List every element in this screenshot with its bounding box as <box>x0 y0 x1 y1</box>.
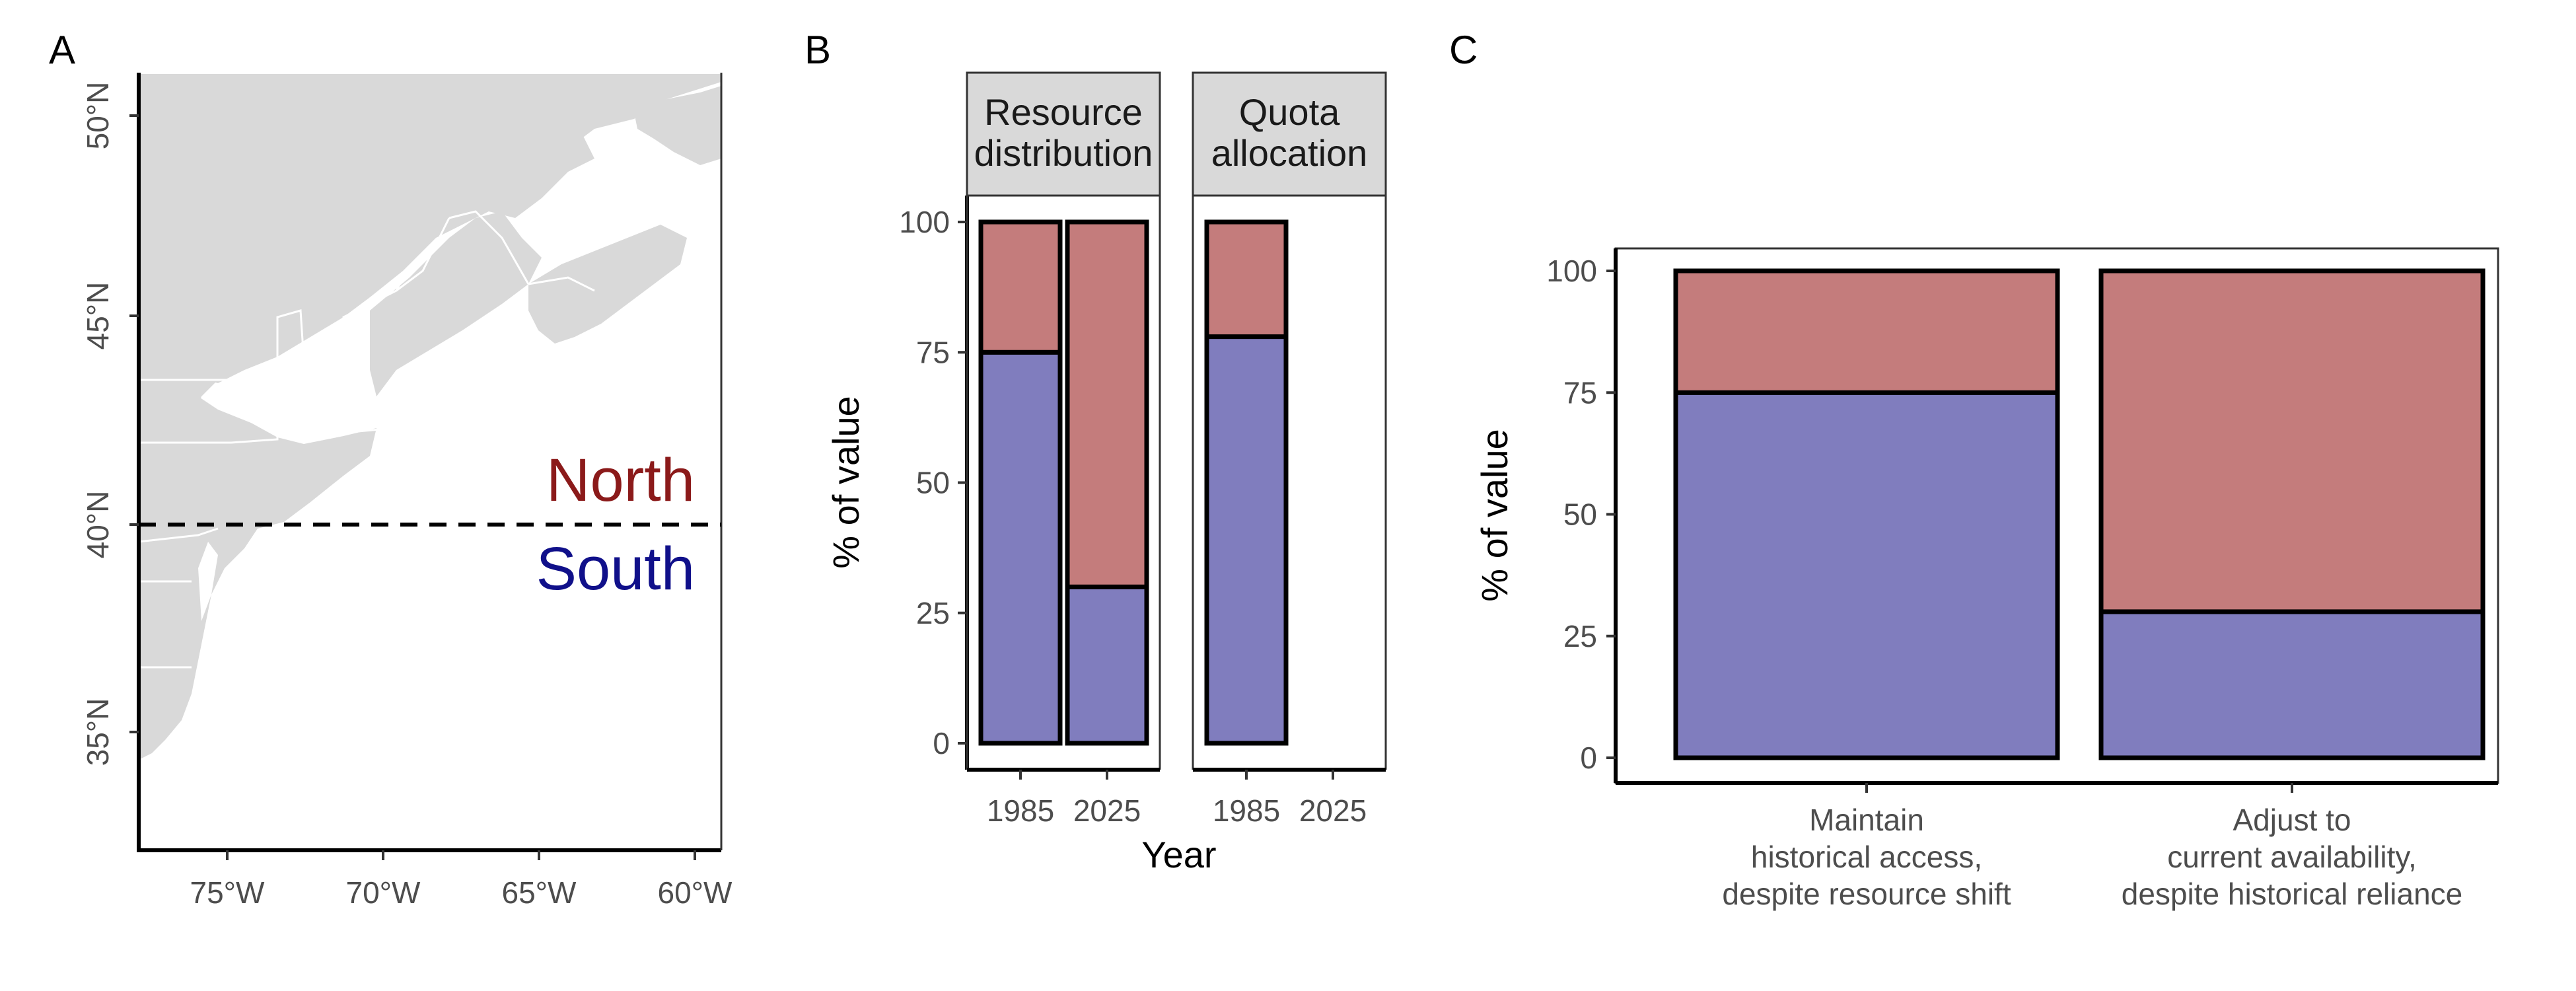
panel-b-bar-north <box>1204 219 1289 340</box>
panel-c-x-tick-label: Adjust to <box>2233 803 2351 837</box>
map-landmass-north <box>139 74 594 383</box>
panel-b-y-axis-title: % of value <box>825 396 867 569</box>
panel-b-bar-north <box>978 219 1063 355</box>
map-lat-tick-label: 35°N <box>81 698 115 766</box>
panel-c-y-axis-title: % of value <box>1474 429 1515 602</box>
panel-b-x-tick-label: 1985 <box>1213 793 1280 828</box>
panel-b-bar-south <box>1204 334 1289 746</box>
panel-a: A <box>49 28 733 910</box>
panel-b-facet-strip <box>966 71 1161 197</box>
panel-b-x-tick-label: 2025 <box>1073 793 1141 828</box>
map-water-chesapeake <box>198 542 218 621</box>
panel-c-y-tick-label: 25 <box>1563 619 1597 653</box>
panel-c-x-tick-label: Maintain <box>1809 803 1924 837</box>
map-lon-tick-label: 60°W <box>658 875 733 910</box>
panel-c-x-tick-label: despite historical reliance <box>2122 877 2463 911</box>
panel-c-y-tick-label: 75 <box>1563 375 1597 410</box>
panel-b-x-axis-title: Year <box>1141 834 1216 875</box>
panel-b-facet-label: Quota <box>1239 91 1340 133</box>
panel-c-bar-south <box>2098 609 2486 760</box>
panel-c-y-tick-label: 50 <box>1563 497 1597 532</box>
map-lon-tick-label: 65°W <box>502 875 577 910</box>
panel-c-y-tick-label: 100 <box>1546 254 1597 288</box>
panel-b-y-tick-label: 75 <box>916 335 950 369</box>
north-label: North <box>546 447 695 514</box>
map-water-gulf-stlawrence <box>548 182 641 228</box>
panel-b-x-tick-label: 2025 <box>1299 793 1367 828</box>
panel-b-facet-strip <box>1192 71 1387 197</box>
panel-b-bar-north <box>1065 219 1149 589</box>
map-lon-ticks: 75°W 70°W 65°W 60°W <box>190 850 733 910</box>
panel-b-y-tick-label: 100 <box>899 205 950 239</box>
panel-b-y-tick-label: 0 <box>933 726 950 760</box>
panel-b-bar-south <box>978 349 1063 746</box>
panel-c-bar-north <box>1673 268 2060 395</box>
map-landmass-maritimes <box>528 225 687 344</box>
panel-c-x-tick-label: historical access, <box>1751 840 1982 874</box>
map-water-bay <box>456 330 515 362</box>
panel-c-letter: C <box>1449 28 1478 72</box>
map-lon-tick-label: 75°W <box>190 875 266 910</box>
panel-b-bar-south <box>1065 584 1149 746</box>
map-lon-tick-label: 70°W <box>346 875 421 910</box>
panel-c-x-tick-label: despite resource shift <box>1722 877 2011 911</box>
map-landmass-maine <box>370 211 542 396</box>
map-lat-tick-label: 50°N <box>81 82 115 150</box>
map-land <box>138 74 721 760</box>
map-landmass-newfoundland <box>634 86 721 165</box>
panel-c-bar-north <box>2098 268 2486 614</box>
map-lat-tick-label: 40°N <box>81 491 115 559</box>
panel-b-y-tick-label: 50 <box>916 466 950 500</box>
map-landmass-south <box>139 370 376 760</box>
panel-b-facet-label: allocation <box>1211 132 1368 174</box>
panel-b-facet-label: distribution <box>974 132 1153 174</box>
map-lat-ticks: 50°N 45°N 40°N 35°N <box>81 82 139 766</box>
panel-c-x-tick-label: current availability, <box>2167 840 2417 874</box>
map-borders <box>138 210 595 669</box>
panel-b-y-tick-label: 25 <box>916 596 950 630</box>
map-lat-tick-label: 45°N <box>81 282 115 350</box>
panel-b-x-tick-label: 1985 <box>987 793 1054 828</box>
panel-c-bar-south <box>1673 390 2060 760</box>
panel-a-letter: A <box>49 28 75 72</box>
panel-b-letter: B <box>805 28 831 72</box>
south-label: South <box>536 535 695 603</box>
panel-b-facet-label: Resource <box>984 91 1143 133</box>
panel-c-y-tick-label: 0 <box>1580 741 1597 775</box>
